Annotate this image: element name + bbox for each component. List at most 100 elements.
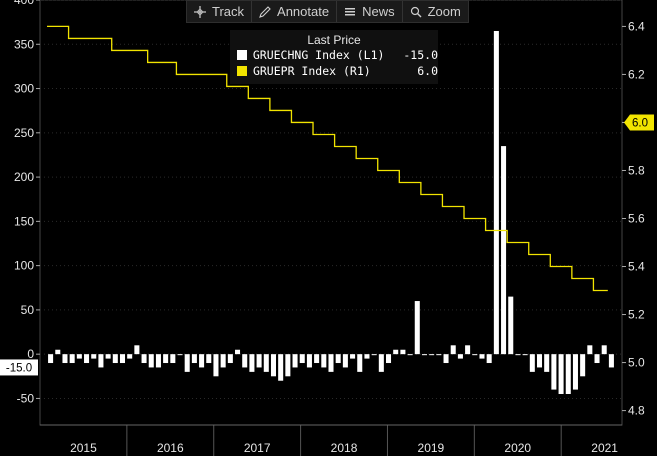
chart-toolbar: Track Annotate News Zoom <box>186 0 469 23</box>
bar <box>170 354 176 364</box>
bar <box>400 349 406 355</box>
bar <box>278 354 284 381</box>
bar <box>55 349 61 355</box>
bar <box>91 354 97 359</box>
bar <box>220 354 226 368</box>
bar <box>357 354 363 372</box>
bar <box>191 354 197 364</box>
news-label: News <box>362 4 395 19</box>
line-series <box>47 25 608 292</box>
x-axis-tick-label: 2020 <box>504 441 531 455</box>
annotate-label: Annotate <box>277 4 330 19</box>
legend-swatch-yellow <box>237 66 247 76</box>
chart-legend: Last Price GRUECHNG Index (L1) -15.0 GRU… <box>230 30 438 84</box>
x-axis-tick-label: 2017 <box>244 441 271 455</box>
legend-swatch-white <box>237 50 247 60</box>
bar <box>155 354 161 368</box>
bar <box>551 354 557 390</box>
last-value-marker-right <box>624 114 654 131</box>
left-axis-tick-label: 400 <box>14 0 34 7</box>
bar <box>127 354 133 359</box>
bar <box>558 354 564 395</box>
news-icon <box>345 7 356 15</box>
right-axis-tick-label: 5.8 <box>628 163 645 177</box>
bar <box>134 345 140 355</box>
bar <box>321 354 327 368</box>
bar <box>378 354 384 372</box>
bar <box>450 345 456 355</box>
bar <box>69 354 75 364</box>
bar <box>421 354 427 356</box>
bar <box>76 354 82 359</box>
bar <box>342 354 348 368</box>
left-axis-tick-label: 100 <box>14 259 34 273</box>
bar <box>242 354 248 368</box>
track-button[interactable]: Track <box>187 1 253 22</box>
bar <box>436 354 442 356</box>
last-value-marker-left <box>0 359 38 376</box>
bar <box>350 354 356 359</box>
annotate-button[interactable]: Annotate <box>252 1 338 22</box>
right-axis-tick-label: 4.8 <box>628 404 645 418</box>
bar <box>306 354 312 368</box>
news-button[interactable]: News <box>337 1 403 22</box>
x-axis-tick-label: 2021 <box>591 441 618 455</box>
last-value-label-left: -15.0 <box>6 362 32 374</box>
x-axis-tick-label: 2016 <box>157 441 184 455</box>
bar <box>580 354 586 377</box>
bar <box>112 354 118 364</box>
x-axis-tick-label: 2019 <box>418 441 445 455</box>
left-axis-tick-label: 50 <box>21 303 35 317</box>
bar <box>285 354 291 377</box>
bar <box>544 354 550 372</box>
bar <box>48 354 54 364</box>
right-axis-tick-label: 6.4 <box>628 19 645 33</box>
bar <box>98 354 104 368</box>
bar <box>62 354 68 364</box>
x-axis-tick-label: 2018 <box>331 441 358 455</box>
bar <box>414 301 420 355</box>
bar <box>386 354 392 364</box>
bar <box>587 345 593 355</box>
track-label: Track <box>212 4 245 19</box>
bar <box>465 345 471 355</box>
legend-item-gruepr: GRUEPR Index (R1) 6.0 <box>237 63 438 79</box>
bar <box>393 349 399 355</box>
bar <box>572 354 578 390</box>
legend-item-gruechng: GRUECHNG Index (L1) -15.0 <box>237 47 438 63</box>
right-axis-tick-label: 5.0 <box>628 356 645 370</box>
legend-name: GRUECHNG Index (L1) <box>252 48 385 62</box>
right-axis-tick-label: 5.4 <box>628 260 645 274</box>
bar <box>508 296 514 355</box>
zoom-label: Zoom <box>427 4 461 19</box>
bar <box>608 354 614 368</box>
left-axis-tick-label: 300 <box>14 82 34 96</box>
bar <box>213 354 219 377</box>
bar <box>328 354 334 372</box>
bar <box>249 354 255 372</box>
bar <box>184 354 190 372</box>
bar <box>119 354 126 364</box>
bar <box>148 354 154 368</box>
bar <box>263 354 269 372</box>
bar <box>206 354 212 364</box>
right-axis-tick-label: 5.6 <box>628 212 645 226</box>
bar <box>457 354 463 359</box>
bar <box>501 146 507 355</box>
bar <box>594 354 600 364</box>
right-axis-tick-label: 5.2 <box>628 308 645 322</box>
bar <box>235 349 241 355</box>
bar <box>141 354 147 364</box>
zoom-button[interactable]: Zoom <box>403 1 468 22</box>
left-axis-tick-label: 350 <box>14 37 34 51</box>
last-value-label-right: 6.0 <box>632 117 648 129</box>
left-axis-tick-label: -50 <box>17 391 35 405</box>
bar <box>177 354 183 356</box>
bar <box>256 354 262 368</box>
bar <box>314 354 320 364</box>
bar <box>479 354 485 359</box>
bar <box>407 354 413 356</box>
left-axis-tick-label: 250 <box>14 126 34 140</box>
bar <box>493 30 499 355</box>
bar <box>163 354 169 364</box>
